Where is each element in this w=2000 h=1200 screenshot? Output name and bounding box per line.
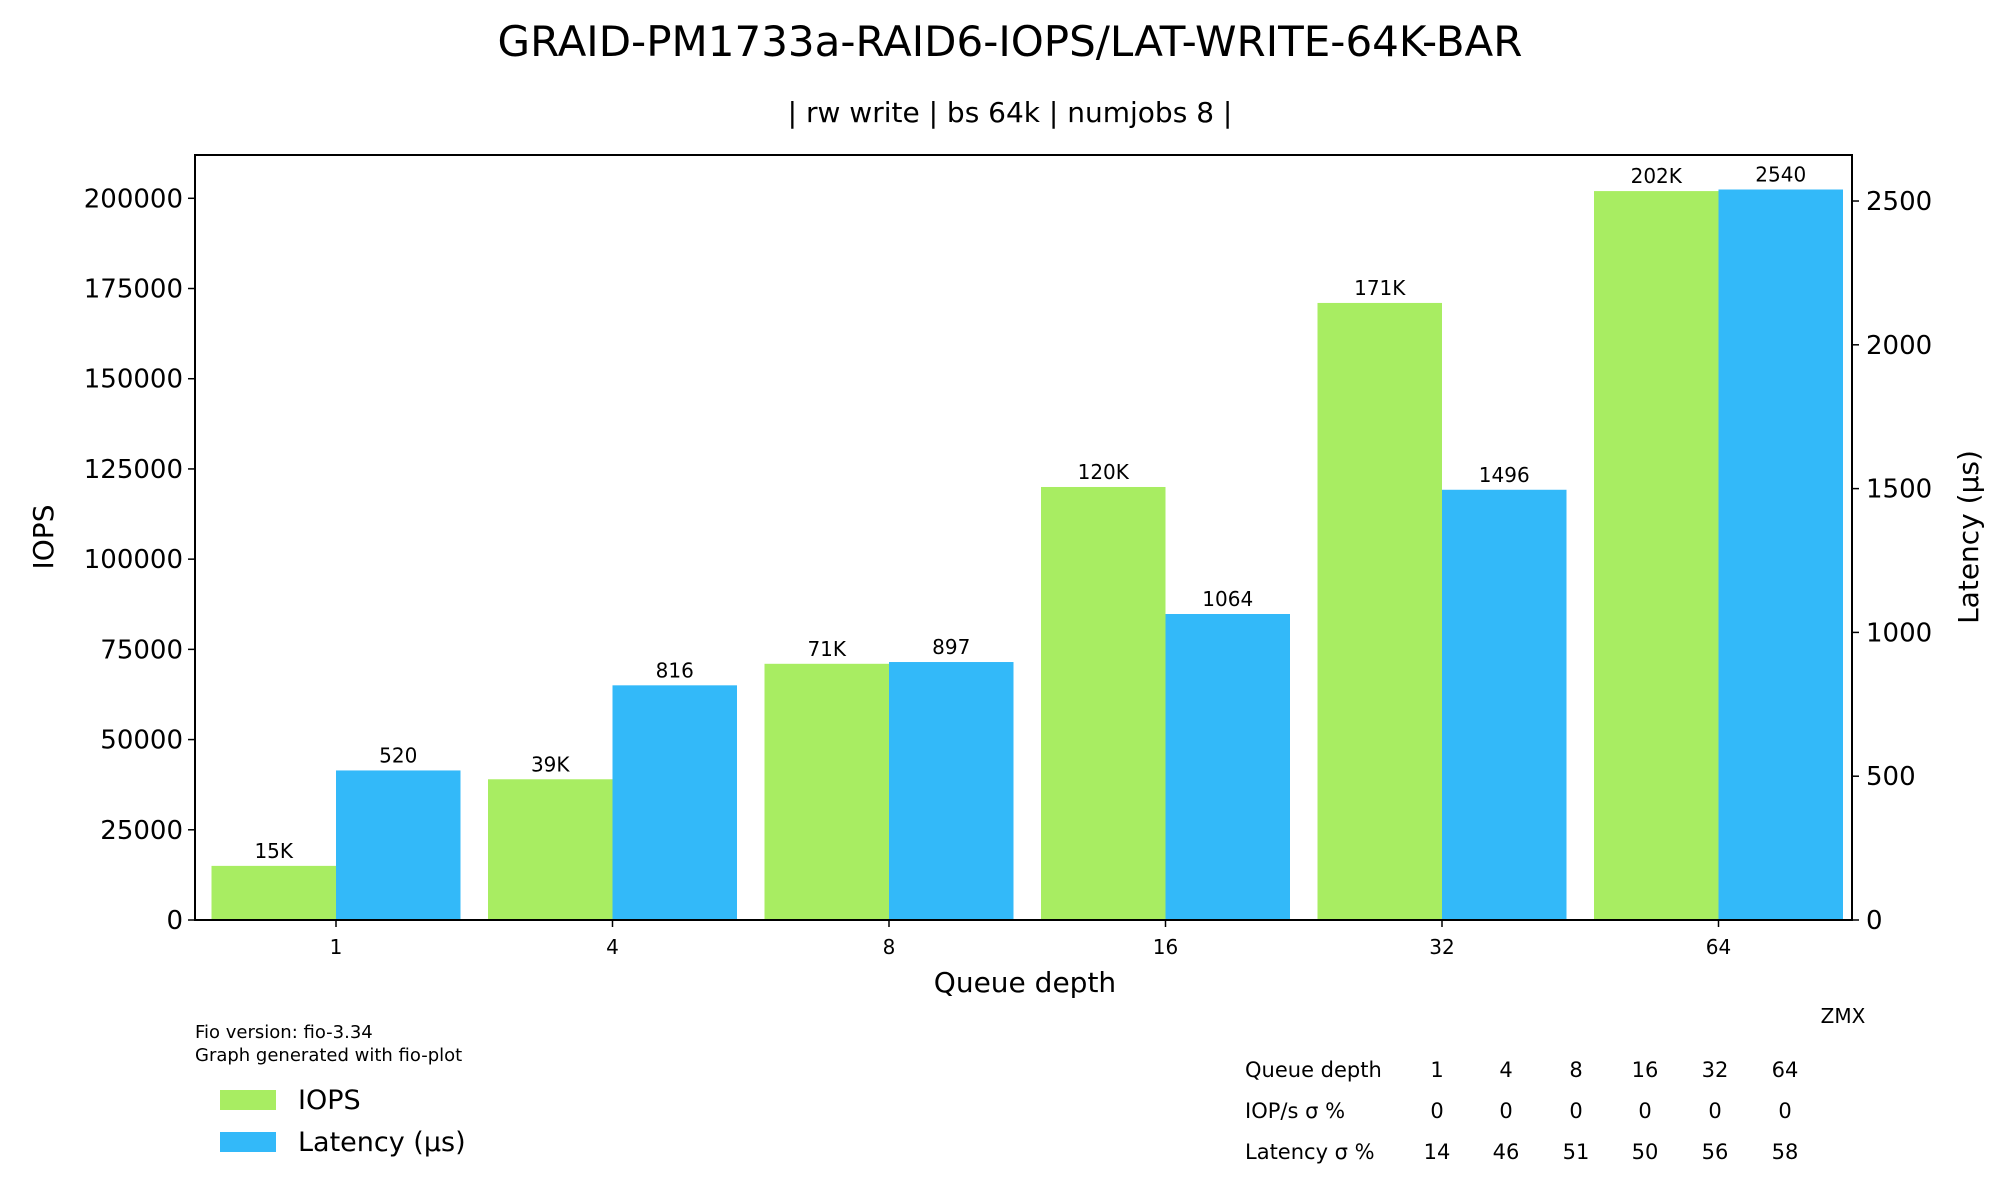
latency-bar-32 xyxy=(1442,489,1567,920)
y-tick-label: 50000 xyxy=(100,726,183,756)
legend-swatch-iops xyxy=(220,1090,276,1110)
author-label: ZMX xyxy=(1821,1004,1866,1028)
iops-bar-label-16: 120K xyxy=(1078,460,1130,484)
latency-bar-label-1: 520 xyxy=(379,743,417,767)
stats-row-header: Latency σ % xyxy=(1245,1140,1375,1164)
stats-cell: 51 xyxy=(1563,1140,1590,1164)
x-tick-label-1: 1 xyxy=(330,935,343,959)
y-tick-label: 150000 xyxy=(84,365,183,395)
y-tick-label: 200000 xyxy=(84,184,183,214)
y-tick-label: 175000 xyxy=(84,275,183,305)
bar-labels-layer: 15K 520 39K 816 71K 897 120K 1064 171K 1496 202K 25… xyxy=(254,163,1806,863)
latency-bar-1 xyxy=(336,770,461,920)
y-tick-label: 100000 xyxy=(84,545,183,575)
legend-label-iops: IOPS xyxy=(298,1085,361,1116)
legend: IOPS Latency (µs) xyxy=(220,1085,466,1158)
fio-version-text: Fio version: fio-3.34 xyxy=(195,1022,373,1043)
y-axis-ticks: 0 25000 50000 75000 100000 125000 150000 175000… xyxy=(84,184,195,936)
stats-cell: 0 xyxy=(1778,1099,1791,1123)
x-axis-ticks: 1 4 8 16 32 64 xyxy=(330,920,1731,959)
stats-cell: 16 xyxy=(1632,1058,1659,1082)
iops-bar-64 xyxy=(1594,191,1719,920)
iops-bar-1 xyxy=(211,865,336,920)
latency-bar-label-32: 1496 xyxy=(1479,463,1530,487)
x-tick-label-32: 32 xyxy=(1429,935,1454,959)
latency-bar-4 xyxy=(612,685,737,920)
y2-axis-label: Latency (µs) xyxy=(1952,450,1985,624)
y2-tick-label: 2500 xyxy=(1866,187,1932,217)
y2-tick-label: 2000 xyxy=(1866,331,1932,361)
stats-cell: 58 xyxy=(1772,1140,1799,1164)
latency-bar-label-16: 1064 xyxy=(1202,587,1253,611)
stats-row-header: Queue depth xyxy=(1245,1058,1382,1082)
iops-bar-label-1: 15K xyxy=(254,839,293,863)
stats-cell: 0 xyxy=(1499,1099,1512,1123)
x-tick-label-8: 8 xyxy=(883,935,896,959)
latency-bar-64 xyxy=(1718,189,1843,920)
y-tick-label: 25000 xyxy=(100,816,183,846)
latency-bar-8 xyxy=(889,662,1014,920)
x-tick-label-16: 16 xyxy=(1153,935,1178,959)
stats-cell: 0 xyxy=(1638,1099,1651,1123)
iops-bar-4 xyxy=(488,779,613,920)
generated-by-text: Graph generated with fio-plot xyxy=(195,1045,462,1066)
stats-cell: 14 xyxy=(1424,1140,1451,1164)
stats-row-header: IOP/s σ % xyxy=(1245,1099,1345,1123)
x-tick-label-64: 64 xyxy=(1706,935,1731,959)
stats-cell: 46 xyxy=(1493,1140,1520,1164)
iops-bar-label-8: 71K xyxy=(807,637,846,661)
bars-layer xyxy=(211,189,1843,920)
latency-bar-label-64: 2540 xyxy=(1755,163,1806,187)
iops-bar-label-4: 39K xyxy=(531,752,570,776)
stats-cell: 32 xyxy=(1702,1058,1729,1082)
y-tick-label: 0 xyxy=(166,906,183,936)
stats-cell: 50 xyxy=(1632,1140,1659,1164)
stats-cell: 64 xyxy=(1772,1058,1799,1082)
stats-cell: 0 xyxy=(1708,1099,1721,1123)
legend-swatch-latency xyxy=(220,1132,276,1152)
y2-axis-ticks: 0 500 1000 1500 2000 2500 xyxy=(1852,187,1932,936)
chart-subtitle: | rw write | bs 64k | numjobs 8 | xyxy=(788,96,1233,129)
y2-tick-label: 1000 xyxy=(1866,618,1932,648)
stats-cell: 56 xyxy=(1702,1140,1729,1164)
iops-bar-8 xyxy=(764,663,889,920)
iops-bar-label-32: 171K xyxy=(1354,276,1406,300)
latency-bar-label-8: 897 xyxy=(932,635,970,659)
y-tick-label: 125000 xyxy=(84,455,183,485)
legend-label-latency: Latency (µs) xyxy=(298,1127,466,1158)
latency-bar-label-4: 816 xyxy=(656,658,694,682)
iops-bar-label-64: 202K xyxy=(1631,164,1683,188)
y2-tick-label: 1500 xyxy=(1866,475,1932,505)
x-axis-label: Queue depth xyxy=(934,966,1116,999)
y2-tick-label: 0 xyxy=(1866,906,1883,936)
y-tick-label: 75000 xyxy=(100,635,183,665)
stats-cell: 0 xyxy=(1569,1099,1582,1123)
y2-tick-label: 500 xyxy=(1866,762,1916,792)
x-tick-label-4: 4 xyxy=(606,935,619,959)
stats-cell: 0 xyxy=(1430,1099,1443,1123)
stats-cell: 8 xyxy=(1569,1058,1582,1082)
stats-cell: 1 xyxy=(1430,1058,1443,1082)
stats-cell: 4 xyxy=(1499,1058,1512,1082)
plot-frame xyxy=(194,154,1853,921)
iops-bar-32 xyxy=(1317,302,1442,920)
chart-title: GRAID-PM1733a-RAID6-IOPS/LAT-WRITE-64K-B… xyxy=(498,17,1523,66)
iops-bar-16 xyxy=(1041,486,1166,920)
y-axis-label: IOPS xyxy=(27,505,60,570)
latency-bar-16 xyxy=(1165,614,1290,920)
